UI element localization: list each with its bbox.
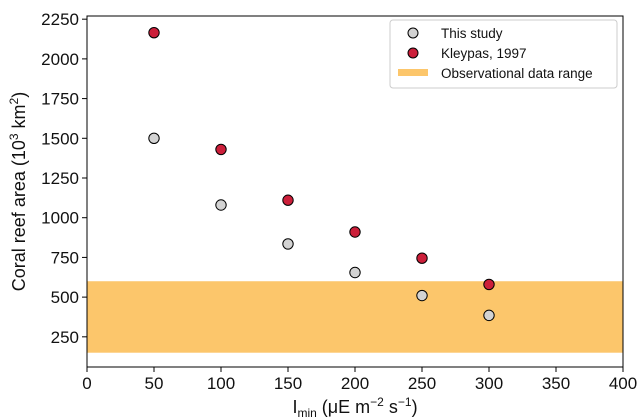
y-tick-label: 1000 — [41, 209, 79, 228]
x-tick-label: 100 — [207, 374, 235, 393]
point-kleypas-50 — [148, 26, 160, 39]
y-tick-label: 250 — [51, 328, 79, 347]
x-tick-label: 200 — [341, 374, 369, 393]
x-tick-label: 250 — [408, 374, 436, 393]
legend-label-kleypas: Kleypas, 1997 — [441, 46, 527, 61]
x-tick-label: 350 — [542, 374, 570, 393]
y-ticks: 250 500 750 1000 1250 1500 1750 2000 2250 — [41, 10, 87, 347]
x-tick-label: 50 — [145, 374, 164, 393]
y-tick-label: 1250 — [41, 169, 79, 188]
legend-marker-kleypas — [407, 47, 419, 59]
x-tick-label: 150 — [274, 374, 302, 393]
x-ticks: 0 50 100 150 200 250 300 350 400 — [82, 367, 637, 393]
legend-label-observational-range: Observational data range — [441, 66, 593, 81]
point-this-study-200 — [349, 266, 361, 279]
y-axis-label: Coral reef area (103 km2) — [7, 92, 29, 291]
x-tick-label: 400 — [609, 374, 637, 393]
legend-marker-this-study — [407, 27, 419, 39]
point-this-study-150 — [282, 238, 294, 250]
point-kleypas-100 — [215, 143, 227, 156]
point-kleypas-200 — [349, 226, 361, 238]
observational-range-band — [87, 281, 623, 353]
y-tick-label: 750 — [51, 248, 79, 267]
legend: This study Kleypas, 1997 Observational d… — [389, 19, 618, 89]
points-layer — [148, 26, 495, 322]
point-this-study-250 — [416, 289, 428, 302]
x-tick-label: 0 — [82, 374, 91, 393]
point-kleypas-150 — [282, 194, 294, 206]
legend-label-this-study: This study — [441, 26, 503, 41]
point-this-study-100 — [215, 199, 227, 211]
y-tick-label: 500 — [51, 288, 79, 307]
x-tick-label: 300 — [475, 374, 503, 393]
legend-band-swatch — [398, 69, 428, 76]
y-tick-label: 1500 — [41, 129, 79, 148]
point-kleypas-300 — [483, 278, 495, 291]
y-tick-label: 1750 — [41, 90, 79, 109]
point-this-study-50 — [148, 132, 160, 144]
y-tick-label: 2000 — [41, 50, 79, 69]
point-this-study-300 — [483, 309, 495, 322]
observational-band-layer — [87, 281, 623, 353]
legend-box — [389, 19, 618, 89]
x-axis-label: Imin (μE m−2 s−1) — [292, 395, 417, 420]
point-kleypas-250 — [416, 252, 428, 264]
y-tick-label: 2250 — [41, 10, 79, 29]
